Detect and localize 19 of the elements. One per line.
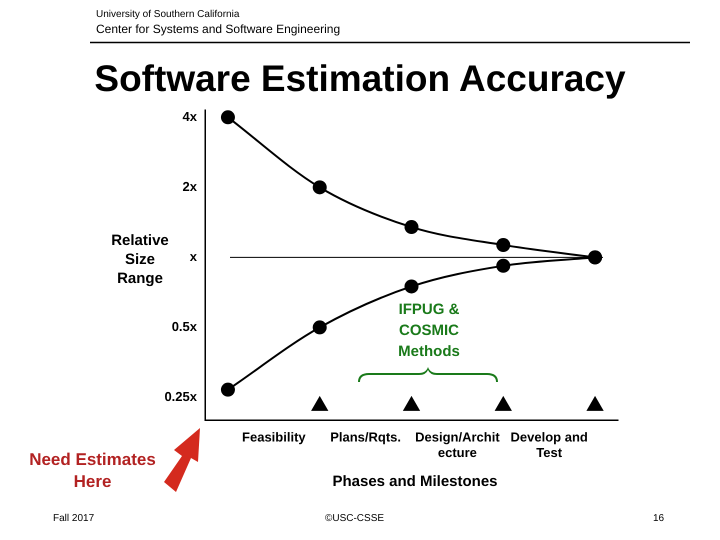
text: Center for Systems and Software Engineering [96,22,340,36]
y-tick-label: 4x [182,108,198,124]
text: University of Southern California [96,9,240,20]
y-tick-label: 0.25x [164,389,198,404]
text: ©USC-CSSE [325,513,384,524]
x-tick-label: Plans/Rqts. [330,429,402,444]
chart-title: Software Estimation Accuracy [93,58,627,100]
text: 16 [653,513,664,524]
y-tick-label: 2x [182,178,198,194]
text: Need Estimates Here [28,449,157,493]
x-axis-title: Phases and Milestones [331,473,499,490]
annotation: IFPUG & COSMIC Methods [397,300,461,362]
text: Fall 2017 [53,513,94,524]
x-tick-label: Develop and Test [510,429,588,460]
y-axis-title: Relative Size Range [110,231,170,288]
y-tick-label: x [190,248,198,264]
x-tick-label: Feasibility [242,429,306,444]
y-tick-label: 0.5x [172,318,198,334]
x-tick-label: Design/Architecture [415,429,500,460]
